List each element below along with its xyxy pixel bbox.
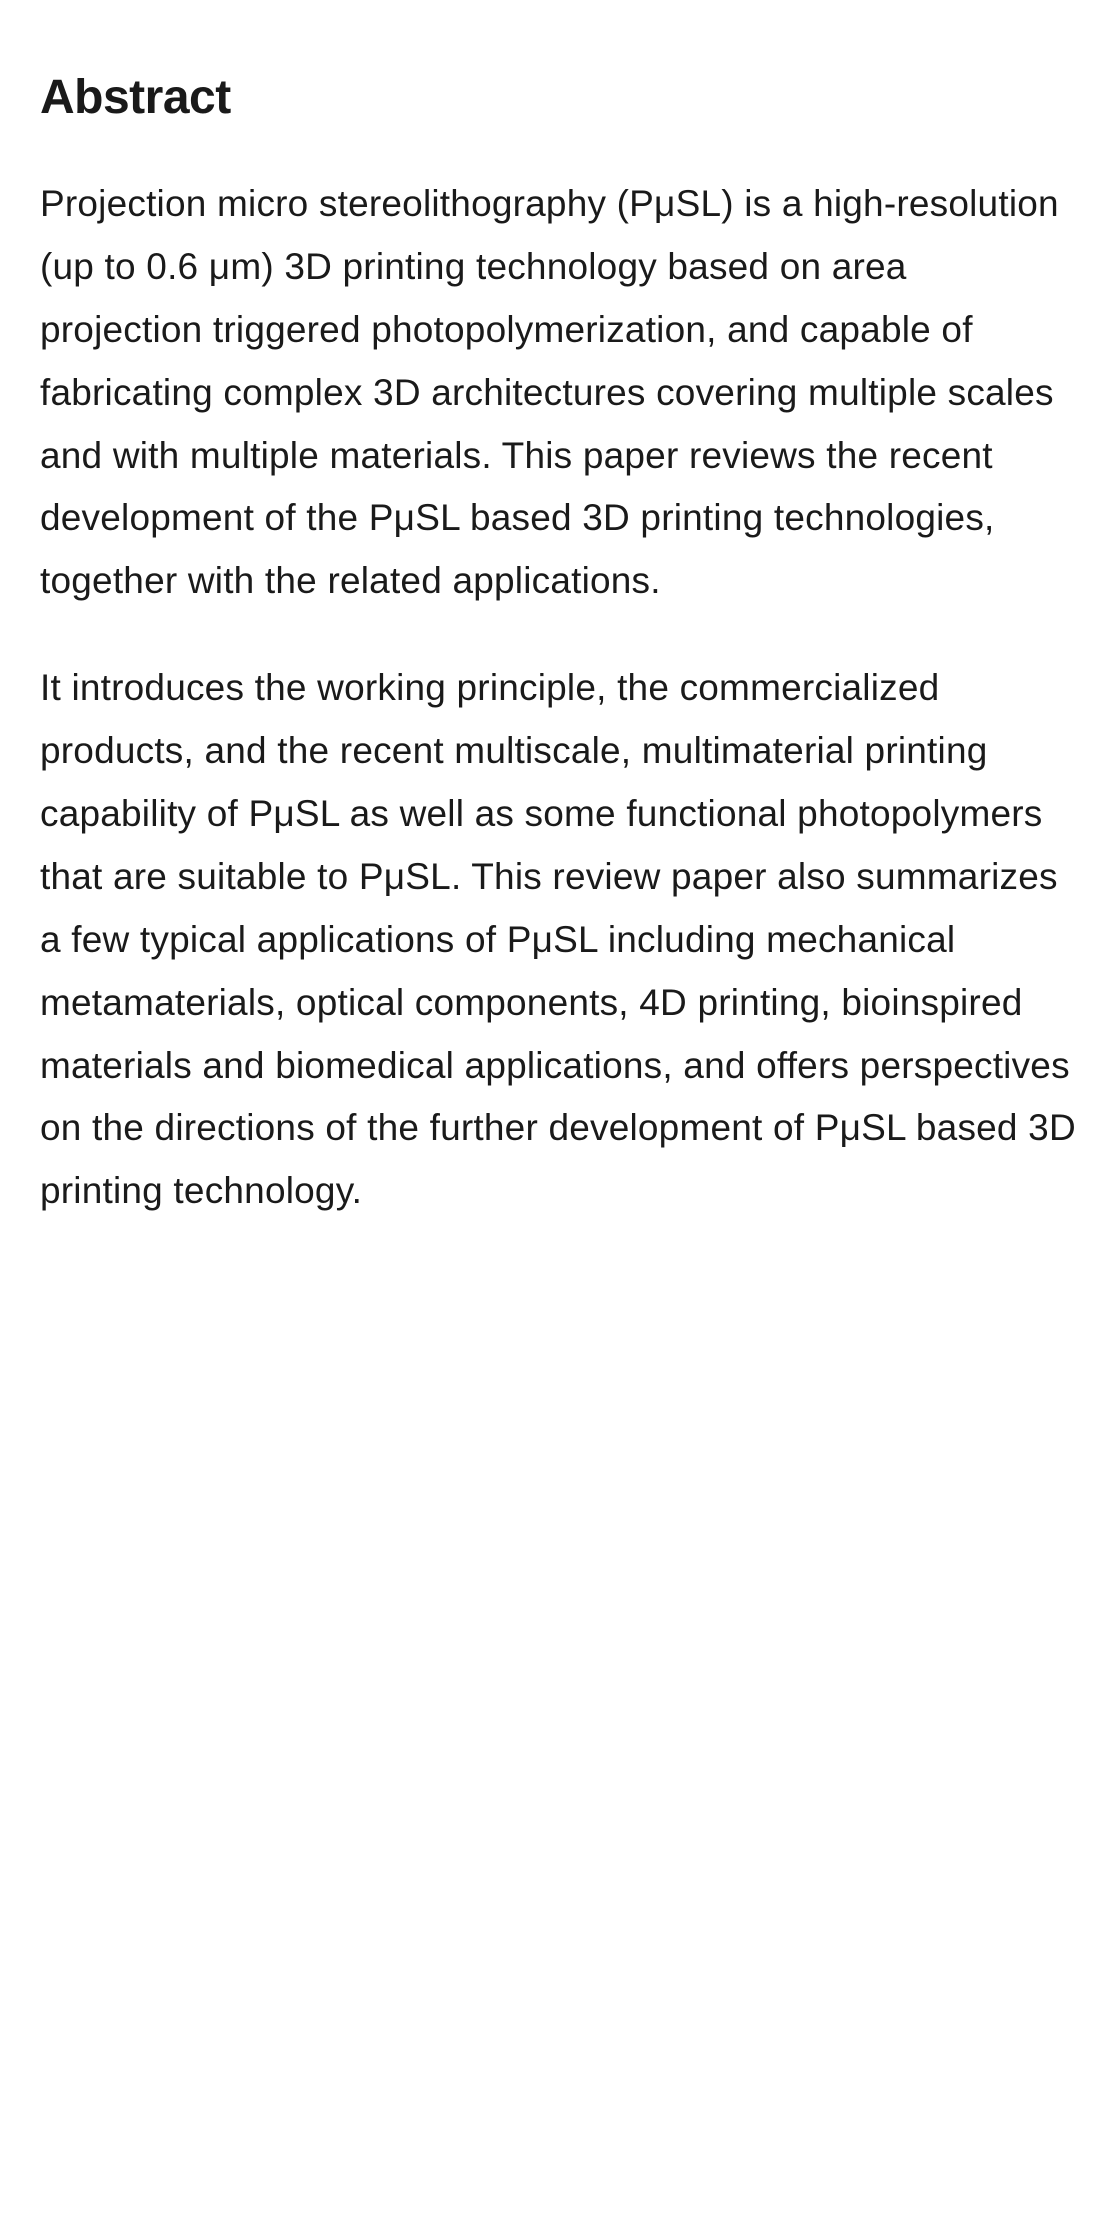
abstract-paragraph: Projection micro stereolithography (PμSL…	[40, 173, 1077, 613]
abstract-heading: Abstract	[40, 70, 1077, 125]
abstract-paragraph: It introduces the working principle, the…	[40, 657, 1077, 1223]
